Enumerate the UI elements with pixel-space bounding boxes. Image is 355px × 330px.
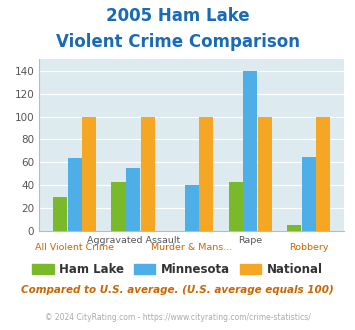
Text: 2005 Ham Lake: 2005 Ham Lake (106, 7, 249, 25)
Bar (316, 116, 331, 231)
Bar (67, 158, 82, 231)
Bar (258, 116, 272, 231)
Bar (185, 185, 199, 231)
Bar (53, 197, 67, 231)
Text: Robbery: Robbery (289, 243, 329, 252)
Bar (243, 71, 257, 231)
Text: © 2024 CityRating.com - https://www.cityrating.com/crime-statistics/: © 2024 CityRating.com - https://www.city… (45, 313, 310, 322)
Bar (302, 157, 316, 231)
Text: Murder & Mans...: Murder & Mans... (151, 243, 232, 252)
Text: Compared to U.S. average. (U.S. average equals 100): Compared to U.S. average. (U.S. average … (21, 285, 334, 295)
Text: Violent Crime Comparison: Violent Crime Comparison (55, 33, 300, 51)
Bar (287, 225, 301, 231)
Bar (199, 116, 213, 231)
Bar (141, 116, 155, 231)
Text: Aggravated Assault: Aggravated Assault (87, 236, 180, 245)
Text: Rape: Rape (238, 236, 262, 245)
Bar (126, 168, 140, 231)
Bar (111, 182, 126, 231)
Text: All Violent Crime: All Violent Crime (35, 243, 114, 252)
Bar (82, 116, 96, 231)
Bar (229, 182, 242, 231)
Legend: Ham Lake, Minnesota, National: Ham Lake, Minnesota, National (28, 258, 327, 281)
